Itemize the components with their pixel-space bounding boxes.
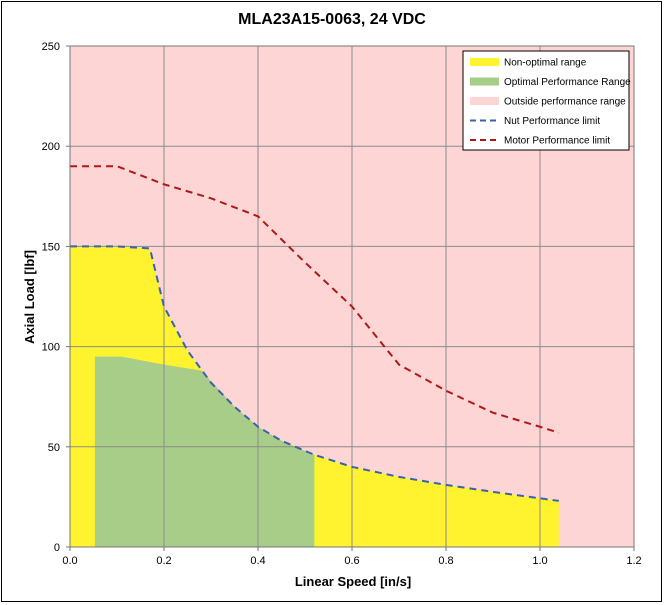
y-axis-title: Axial Load [lbf]: [22, 250, 37, 344]
legend-label: Optimal Performance Range: [504, 77, 631, 88]
y-tick-label: 50: [48, 442, 60, 454]
x-tick-label: 0.8: [438, 555, 453, 567]
legend-item: Optimal Performance Range: [470, 77, 631, 88]
legend-swatch: [470, 58, 499, 66]
x-tick-label: 0.0: [62, 555, 77, 567]
line-motor-performance-limit: [70, 165, 560, 434]
x-tick-label: 0.4: [250, 555, 265, 567]
legend: Non-optimal range Optimal Performance Ran…: [462, 50, 631, 151]
legend-item: Motor Performance limit: [470, 136, 610, 147]
legend-swatch: [470, 77, 499, 86]
x-axis-ticks: 0.0 0.2 0.4 0.6 0.8 1.0 1.2: [62, 547, 642, 567]
legend-label: Nut Performance limit: [504, 116, 600, 127]
y-tick-label: 150: [42, 241, 60, 253]
area-optimal-performance-range: [94, 356, 315, 547]
legend-item: Outside performance range: [470, 97, 626, 108]
x-tick-label: 0.6: [344, 555, 359, 567]
line-nut-performance-limit: [70, 245, 559, 502]
chart-title: MLA23A15-0063, 24 VDC: [238, 11, 426, 28]
legend-swatch: [470, 97, 499, 105]
y-tick-label: 200: [42, 141, 60, 153]
y-tick-label: 250: [42, 41, 60, 53]
x-tick-label: 1.2: [626, 555, 641, 567]
x-tick-label: 1.0: [532, 555, 547, 567]
legend-item: Non-optimal range: [470, 58, 587, 69]
x-axis-title: Linear Speed [in/s]: [295, 574, 411, 589]
y-tick-label: 100: [42, 342, 60, 354]
y-axis-ticks: 0 50 100 150 200 250: [42, 41, 70, 554]
x-tick-label: 0.2: [156, 555, 171, 567]
legend-label: Non-optimal range: [504, 58, 587, 69]
legend-label: Motor Performance limit: [504, 136, 610, 147]
legend-item: Nut Performance limit: [470, 116, 600, 127]
y-tick-label: 0: [54, 542, 60, 554]
legend-label: Outside performance range: [504, 97, 626, 108]
